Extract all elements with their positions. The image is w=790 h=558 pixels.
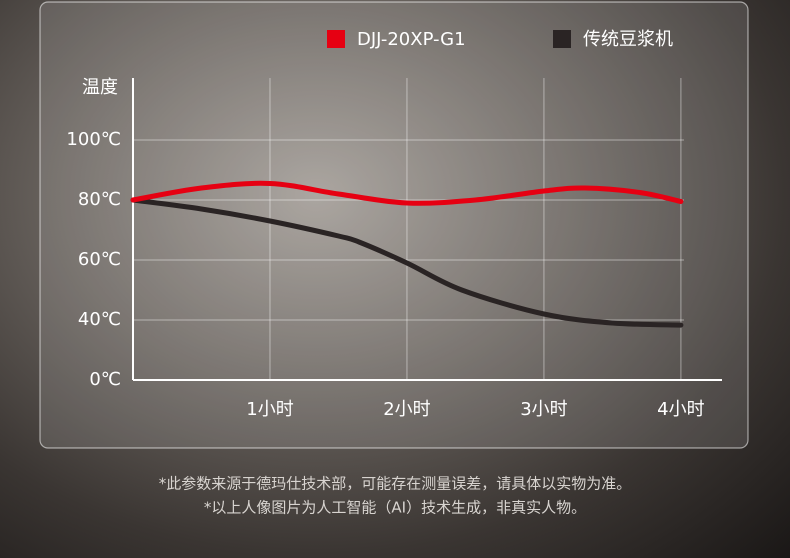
x-tick-label: 2小时 (383, 399, 430, 420)
x-tick-label: 1小时 (246, 399, 293, 420)
y-tick-label: 40℃ (78, 309, 121, 330)
chart-panel (39, 1, 749, 449)
y-tick-label: 100℃ (66, 129, 121, 150)
footnote: *此参数来源于德玛仕技术部，可能存在测量误差，请具体以实物为准。 (159, 475, 632, 493)
x-tick-label: 3小时 (520, 399, 567, 420)
legend-label: 传统豆浆机 (583, 29, 673, 50)
line-series (130, 180, 684, 206)
line-series (130, 197, 684, 328)
y-axis-label: 温度 (82, 77, 118, 98)
legend-swatch (553, 30, 571, 48)
y-tick-label: 80℃ (78, 189, 121, 210)
footnote: *以上人像图片为人工智能（AI）技术生成，非真实人物。 (204, 499, 586, 517)
legend-label: DJJ-20XP-G1 (357, 29, 466, 50)
y-tick-label: 60℃ (78, 249, 121, 270)
y-tick-label: 0℃ (89, 369, 121, 390)
legend-swatch (327, 30, 345, 48)
x-tick-label: 4小时 (657, 399, 704, 420)
